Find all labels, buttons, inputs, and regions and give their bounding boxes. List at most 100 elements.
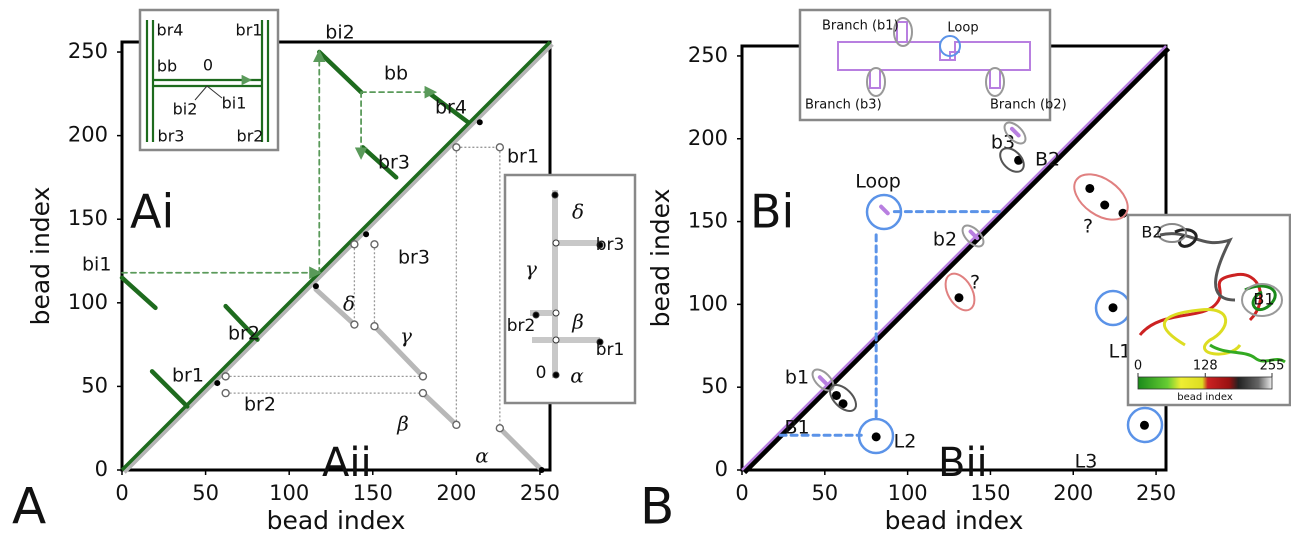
inset-label: Loop bbox=[947, 21, 978, 36]
x-tick-label: 0 bbox=[735, 481, 748, 505]
open-point bbox=[350, 240, 359, 249]
inset-line bbox=[194, 85, 208, 101]
inset-label: B1 bbox=[1253, 290, 1274, 309]
polymer-trace bbox=[1138, 273, 1263, 336]
inset-label: bi2 bbox=[173, 100, 198, 119]
branch-segment bbox=[360, 145, 399, 180]
open-point bbox=[452, 143, 461, 152]
point bbox=[538, 467, 545, 473]
subpanel-label: Ai bbox=[130, 185, 174, 239]
tree-segment bbox=[420, 390, 459, 428]
open-point bbox=[350, 320, 359, 329]
highlight-oval bbox=[999, 147, 1025, 173]
polymer-trace bbox=[1209, 343, 1286, 364]
annotation: L3 bbox=[1075, 451, 1098, 473]
highlight-oval bbox=[893, 17, 913, 47]
highlight-oval bbox=[829, 384, 857, 412]
inset-label: δ bbox=[572, 200, 584, 224]
open-point bbox=[495, 424, 505, 433]
y-tick-label: 150 bbox=[688, 209, 728, 233]
point bbox=[1139, 420, 1149, 430]
inset-node bbox=[596, 241, 604, 249]
subpanel-label: Bi bbox=[750, 185, 794, 239]
x-tick-label: 200 bbox=[1053, 481, 1093, 505]
inset-label: br1 bbox=[596, 340, 625, 360]
point bbox=[312, 283, 319, 290]
inset-label: br1 bbox=[236, 21, 263, 40]
diagonal bbox=[741, 45, 1167, 471]
colorbar-tick-label: 0 bbox=[1134, 359, 1142, 374]
highlight-oval bbox=[944, 272, 976, 312]
highlight-oval bbox=[939, 35, 961, 57]
annotation: L1 bbox=[1109, 341, 1132, 363]
annotation: br2 bbox=[244, 394, 276, 416]
inset-label: br2 bbox=[507, 316, 536, 336]
inset-frame bbox=[798, 8, 1052, 122]
annotation: B2 bbox=[1035, 149, 1060, 171]
highlight-oval bbox=[1241, 283, 1283, 317]
x-tick-label: 100 bbox=[888, 481, 928, 505]
inset-loop-shape bbox=[837, 21, 1031, 89]
y-tick-label: 50 bbox=[701, 374, 728, 398]
annotation: br2 bbox=[228, 323, 260, 345]
point bbox=[1085, 183, 1095, 193]
point bbox=[838, 399, 848, 409]
x-tick-label: 250 bbox=[1136, 481, 1176, 505]
subpanel-label: Aii bbox=[322, 440, 372, 486]
y-tick-label: 0 bbox=[715, 457, 728, 481]
branch-segment bbox=[223, 303, 260, 342]
open-point bbox=[221, 372, 230, 381]
colorbar bbox=[1137, 376, 1273, 390]
diagonal-underlay bbox=[741, 45, 1171, 475]
inset-node bbox=[532, 311, 540, 319]
open-point bbox=[418, 372, 428, 381]
inset-node bbox=[552, 309, 560, 317]
inset-line bbox=[206, 85, 223, 99]
highlight-oval bbox=[1003, 121, 1027, 145]
annotation: b2 bbox=[933, 229, 957, 251]
highlight-oval bbox=[811, 368, 835, 392]
inset-label: α bbox=[570, 364, 584, 388]
x-tick-label: 100 bbox=[269, 481, 309, 505]
open-point bbox=[495, 143, 505, 152]
point bbox=[871, 432, 881, 442]
inset-label: bi1 bbox=[222, 94, 247, 113]
annotation: α bbox=[475, 444, 489, 468]
open-point bbox=[452, 420, 461, 430]
panel-label: B bbox=[640, 478, 674, 536]
annotation: bi2 bbox=[325, 22, 354, 44]
y-tick-label: 200 bbox=[688, 126, 728, 150]
x-tick-label: 200 bbox=[436, 481, 476, 505]
inset-node bbox=[552, 371, 560, 379]
mark-segment bbox=[817, 375, 829, 386]
y-tick-label: 150 bbox=[68, 206, 108, 230]
diagonal bbox=[120, 40, 552, 472]
x-tick-label: 50 bbox=[192, 481, 219, 505]
tree-segment bbox=[497, 425, 545, 473]
colorbar-tick-label: 128 bbox=[1193, 359, 1218, 374]
branch-segment bbox=[119, 275, 158, 311]
highlight-oval bbox=[1126, 406, 1164, 444]
polymer-trace bbox=[1244, 284, 1277, 312]
annotation: Loop bbox=[855, 171, 901, 193]
inset-label: Branch (b1) bbox=[822, 19, 899, 34]
annotation: br3 bbox=[398, 247, 430, 269]
annotation: br1 bbox=[507, 146, 539, 168]
highlight-oval bbox=[1157, 223, 1187, 243]
x-axis-label: bead index bbox=[885, 506, 1024, 535]
inset-node bbox=[551, 191, 559, 199]
mark-segment bbox=[1009, 126, 1021, 138]
inset-label: br2 bbox=[237, 127, 264, 146]
polymer-trace bbox=[1159, 232, 1236, 302]
panel-label: A bbox=[12, 478, 46, 536]
x-tick-label: 250 bbox=[520, 481, 560, 505]
mark-segment bbox=[879, 204, 890, 216]
inset-label: Branch (b2) bbox=[990, 98, 1067, 113]
polymer-trace bbox=[1162, 308, 1242, 356]
open-point bbox=[370, 322, 379, 331]
inset-label: br4 bbox=[157, 21, 184, 40]
y-axis-label: bead index bbox=[26, 187, 55, 326]
point bbox=[1100, 200, 1110, 210]
y-tick-label: 250 bbox=[68, 39, 108, 63]
